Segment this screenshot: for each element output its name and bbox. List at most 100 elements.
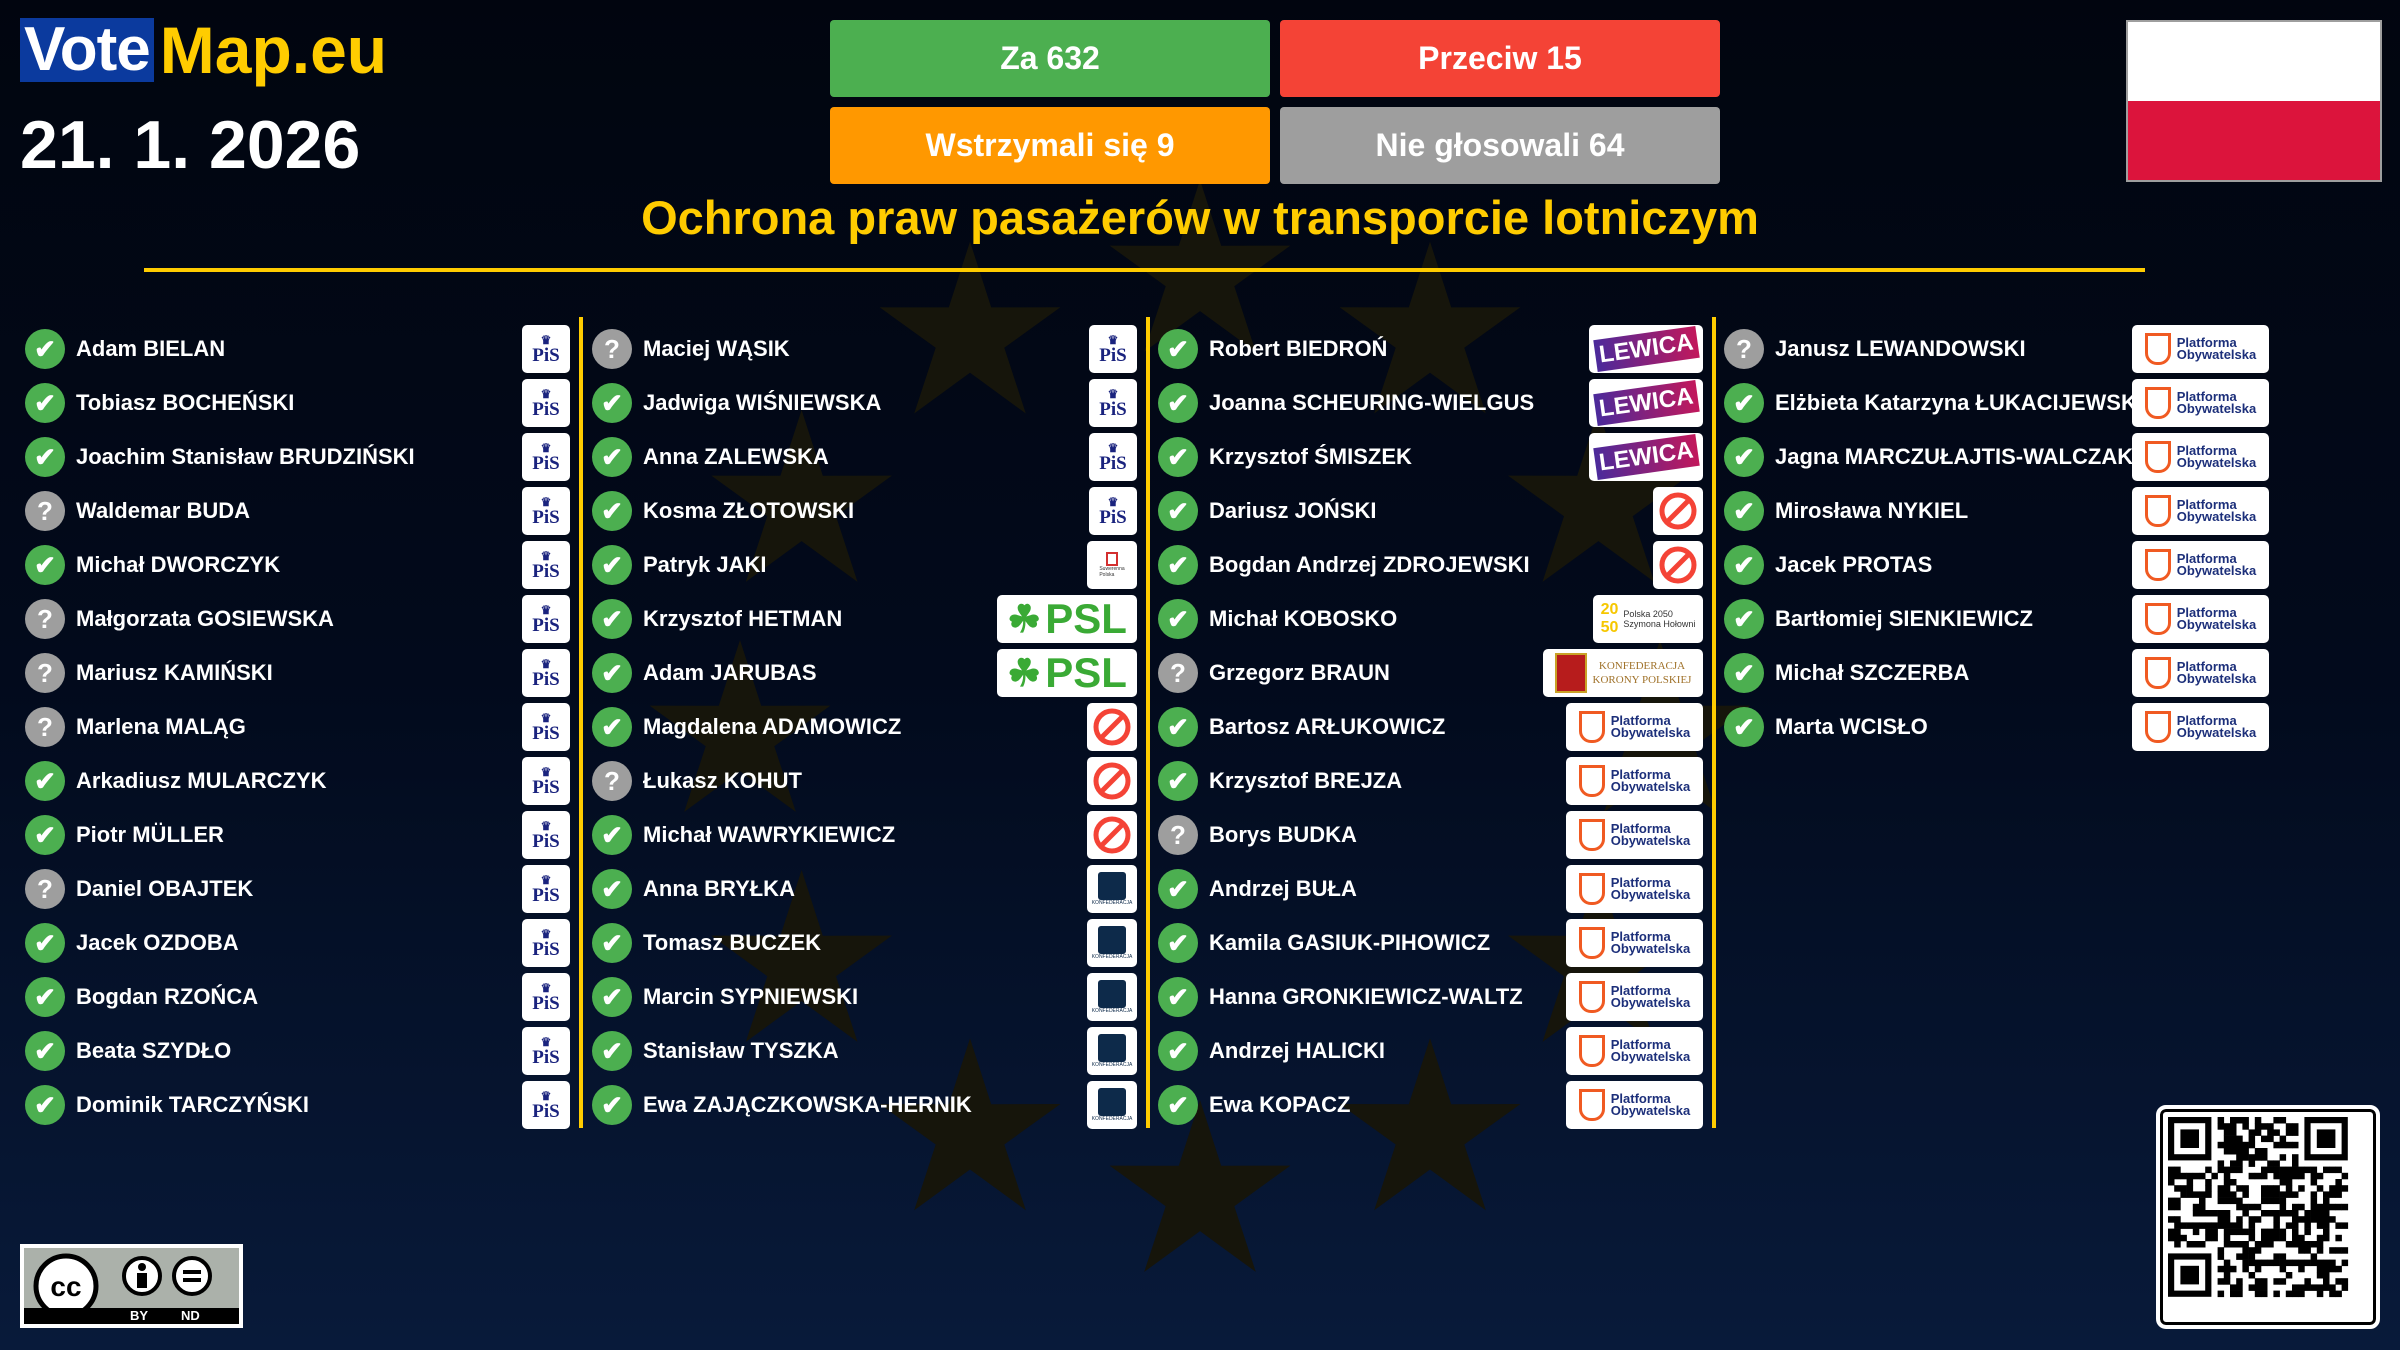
votemap-logo[interactable]: Vote Map.eu	[20, 13, 387, 87]
column-divider	[1712, 317, 1716, 1128]
mep-row[interactable]: ✔ Elżbieta Katarzyna ŁUKACIJEWSKA Platform…	[1724, 376, 2269, 430]
check-icon: ✔	[1724, 653, 1764, 693]
mep-name: Arkadiusz MULARCZYK	[76, 768, 327, 793]
qr-code[interactable]	[2156, 1105, 2380, 1329]
mep-name: Bogdan Andrzej ZDROJEWSKI	[1209, 552, 1530, 577]
svg-text:cc: cc	[50, 1271, 81, 1302]
mep-row[interactable]: ✔ Bogdan Andrzej ZDROJEWSKI	[1158, 538, 1703, 592]
mep-row[interactable]: ✔ Andrzej BUŁA Platforma Obywatelska	[1158, 862, 1703, 916]
mep-row[interactable]: ✔ Stanisław TYSZKA KONFEDERACJA	[592, 1024, 1137, 1078]
mep-row[interactable]: ✔ Dariusz JOŃSKI	[1158, 484, 1703, 538]
mep-row[interactable]: ? Borys BUDKA Platforma Obywatelska	[1158, 808, 1703, 862]
mep-name: Daniel OBAJTEK	[76, 876, 254, 901]
mep-row[interactable]: ✔ Jadwiga WIŚNIEWSKA ♛ PiS	[592, 376, 1137, 430]
eu-star-icon	[711, 410, 892, 582]
question-icon: ?	[592, 761, 632, 801]
mep-row[interactable]: ✔ Magdalena ADAMOWICZ	[592, 700, 1137, 754]
mep-row[interactable]: ✔ Michał KOBOSKO 20 50 Polska 2050 Szymona Ho…	[1158, 592, 1703, 646]
mep-row[interactable]: ✔ Bogdan RZOŃCA ♛ PiS	[25, 970, 570, 1024]
tally-for: Za 632	[830, 20, 1270, 97]
check-icon: ✔	[1158, 599, 1198, 639]
party-logo-pis: ♛ PiS	[522, 1027, 570, 1075]
mep-row[interactable]: ✔ Bartłomiej SIENKIEWICZ Platforma Obywatel…	[1724, 592, 2269, 646]
check-icon: ✔	[1158, 923, 1198, 963]
check-icon: ✔	[25, 383, 65, 423]
party-logo-platforma-obywatelska: Platforma Obywatelska	[2132, 487, 2269, 535]
party-logo-platforma-obywatelska: Platforma Obywatelska	[2132, 541, 2269, 589]
mep-name: Jacek OZDOBA	[76, 930, 239, 955]
check-icon: ✔	[25, 545, 65, 585]
mep-row[interactable]: ✔ Krzysztof BREJZA Platforma Obywatelska	[1158, 754, 1703, 808]
mep-row[interactable]: ✔ Joachim Stanisław BRUDZIŃSKI ♛ PiS	[25, 430, 570, 484]
mep-row[interactable]: ✔ Anna BRYŁKA KONFEDERACJA	[592, 862, 1137, 916]
mep-row[interactable]: ✔ Piotr MÜLLER ♛ PiS	[25, 808, 570, 862]
mep-row[interactable]: ✔ Arkadiusz MULARCZYK ♛ PiS	[25, 754, 570, 808]
check-icon: ✔	[592, 707, 632, 747]
mep-row[interactable]: ✔ Mirosława NYKIEL Platforma Obywatelska	[1724, 484, 2269, 538]
mep-row[interactable]: ✔ Patryk JAKI Suwerenna Polska	[592, 538, 1137, 592]
mep-name: Maciej WĄSIK	[643, 336, 790, 361]
mep-row[interactable]: ✔ Jagna MARCZUŁAJTIS-WALCZAK Platforma Obyw…	[1724, 430, 2269, 484]
mep-row[interactable]: ✔ Bartosz ARŁUKOWICZ Platforma Obywatelska	[1158, 700, 1703, 754]
mep-row[interactable]: ✔ Joanna SCHEURING-WIELGUS LEWICA	[1158, 376, 1703, 430]
mep-row[interactable]: ✔ Adam JARUBAS ☘ PSL	[592, 646, 1137, 700]
party-logo-platforma-obywatelska: Platforma Obywatelska	[1566, 919, 1703, 967]
mep-row[interactable]: ✔ Marcin SYPNIEWSKI KONFEDERACJA	[592, 970, 1137, 1024]
mep-row[interactable]: ? Daniel OBAJTEK ♛ PiS	[25, 862, 570, 916]
mep-row[interactable]: ✔ Jacek OZDOBA ♛ PiS	[25, 916, 570, 970]
mep-row[interactable]: ? Małgorzata GOSIEWSKA ♛ PiS	[25, 592, 570, 646]
mep-row[interactable]: ? Maciej WĄSIK ♛ PiS	[592, 322, 1137, 376]
check-icon: ✔	[1158, 1031, 1198, 1071]
mep-row[interactable]: ✔ Kamila GASIUK-PIHOWICZ Platforma Obywatel…	[1158, 916, 1703, 970]
mep-name: Anna ZALEWSKA	[643, 444, 829, 469]
mep-row[interactable]: ✔ Adam BIELAN ♛ PiS	[25, 322, 570, 376]
mep-name: Joachim Stanisław BRUDZIŃSKI	[76, 444, 415, 469]
question-icon: ?	[25, 491, 65, 531]
mep-row[interactable]: ✔ Hanna GRONKIEWICZ-WALTZ Platforma Obywate…	[1158, 970, 1703, 1024]
mep-row[interactable]: ✔ Kosma ZŁOTOWSKI ♛ PiS	[592, 484, 1137, 538]
mep-row[interactable]: ✔ Anna ZALEWSKA ♛ PiS	[592, 430, 1137, 484]
mep-name: Bogdan RZOŃCA	[76, 984, 259, 1009]
mep-name: Marta WCISŁO	[1775, 714, 1928, 739]
mep-name: Bartosz ARŁUKOWICZ	[1209, 714, 1446, 739]
cc-by-nd-license-badge[interactable]: cc BY ND	[20, 1244, 243, 1328]
check-icon: ✔	[592, 1031, 632, 1071]
party-logo-text: PiS	[532, 1046, 560, 1068]
mep-row[interactable]: ✔ Tobiasz BOCHEŃSKI ♛ PiS	[25, 376, 570, 430]
party-logo-platforma-obywatelska: Platforma Obywatelska	[1566, 757, 1703, 805]
mep-row[interactable]: ✔ Krzysztof HETMAN ☘ PSL	[592, 592, 1137, 646]
mep-name: Mirosława NYKIEL	[1775, 498, 1969, 523]
mep-row[interactable]: ✔ Michał DWORCZYK ♛ PiS	[25, 538, 570, 592]
party-logo-text: PiS	[1099, 452, 1127, 474]
mep-name: Joanna SCHEURING-WIELGUS	[1209, 390, 1535, 415]
mep-row[interactable]: ✔ Beata SZYDŁO ♛ PiS	[25, 1024, 570, 1078]
check-icon: ✔	[1724, 383, 1764, 423]
party-logo-pis: ♛ PiS	[522, 487, 570, 535]
mep-row[interactable]: ? Marlena MALĄG ♛ PiS	[25, 700, 570, 754]
check-icon: ✔	[592, 923, 632, 963]
mep-row[interactable]: ✔ Ewa ZAJĄCZKOWSKA-HERNIK KONFEDERACJA	[592, 1078, 1137, 1132]
mep-row[interactable]: ✔ Andrzej HALICKI Platforma Obywatelska	[1158, 1024, 1703, 1078]
mep-row[interactable]: ✔ Tomasz BUCZEK KONFEDERACJA	[592, 916, 1137, 970]
mep-row[interactable]: ✔ Dominik TARCZYŃSKI ♛ PiS	[25, 1078, 570, 1132]
mep-row[interactable]: ✔ Marta WCISŁO Platforma Obywatelska	[1724, 700, 2269, 754]
check-icon: ✔	[592, 599, 632, 639]
mep-name: Waldemar BUDA	[76, 498, 250, 523]
no-party-icon	[1087, 811, 1137, 859]
license-by: BY	[130, 1308, 149, 1323]
check-icon: ✔	[1158, 437, 1198, 477]
mep-row[interactable]: ✔ Krzysztof ŚMISZEK LEWICA	[1158, 430, 1703, 484]
mep-row[interactable]: ✔ Michał SZCZERBA Platforma Obywatelska	[1724, 646, 2269, 700]
mep-row[interactable]: ? Waldemar BUDA ♛ PiS	[25, 484, 570, 538]
mep-row[interactable]: ? Mariusz KAMIŃSKI ♛ PiS	[25, 646, 570, 700]
mep-row[interactable]: ? Grzegorz BRAUN KONFEDERACJA KORONY POLSKI…	[1158, 646, 1703, 700]
mep-row[interactable]: ? Janusz LEWANDOWSKI Platforma Obywatelska	[1724, 322, 2269, 376]
party-logo-text: PiS	[1099, 344, 1127, 366]
party-logo-konfederacja: KONFEDERACJA	[1087, 919, 1137, 967]
mep-row[interactable]: ✔ Michał WAWRYKIEWICZ	[592, 808, 1137, 862]
party-logo-psl: ☘ PSL	[997, 649, 1137, 697]
mep-row[interactable]: ✔ Jacek PROTAS Platforma Obywatelska	[1724, 538, 2269, 592]
mep-row[interactable]: ? Łukasz KOHUT	[592, 754, 1137, 808]
mep-row[interactable]: ✔ Ewa KOPACZ Platforma Obywatelska	[1158, 1078, 1703, 1132]
mep-row[interactable]: ✔ Robert BIEDROŃ LEWICA	[1158, 322, 1703, 376]
